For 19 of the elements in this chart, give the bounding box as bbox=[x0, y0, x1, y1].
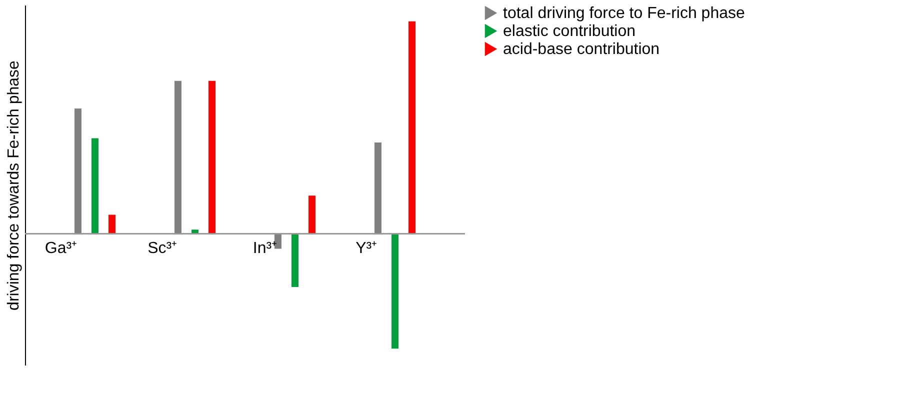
x-tick-label: Sc³⁺ bbox=[148, 240, 177, 257]
bar bbox=[392, 234, 398, 349]
bar bbox=[74, 108, 82, 234]
x-tick-label: Y³⁺ bbox=[356, 240, 377, 257]
y-axis-title: driving force towards Fe-rich phase bbox=[6, 60, 22, 310]
bar bbox=[408, 21, 416, 234]
bar bbox=[308, 196, 316, 234]
bar bbox=[208, 80, 216, 234]
x-tick-label: In³⁺ bbox=[252, 240, 277, 257]
bar bbox=[192, 230, 198, 234]
bar bbox=[92, 138, 98, 234]
bar bbox=[108, 214, 116, 234]
bar bbox=[174, 80, 182, 234]
x-tick-label: Ga³⁺ bbox=[44, 240, 77, 257]
bar bbox=[374, 142, 382, 234]
legend-label: elastic contribution bbox=[503, 23, 636, 40]
bar bbox=[292, 234, 298, 288]
legend-label: acid-base contribution bbox=[503, 41, 660, 58]
legend-label: total driving force to Fe-rich phase bbox=[503, 5, 745, 22]
